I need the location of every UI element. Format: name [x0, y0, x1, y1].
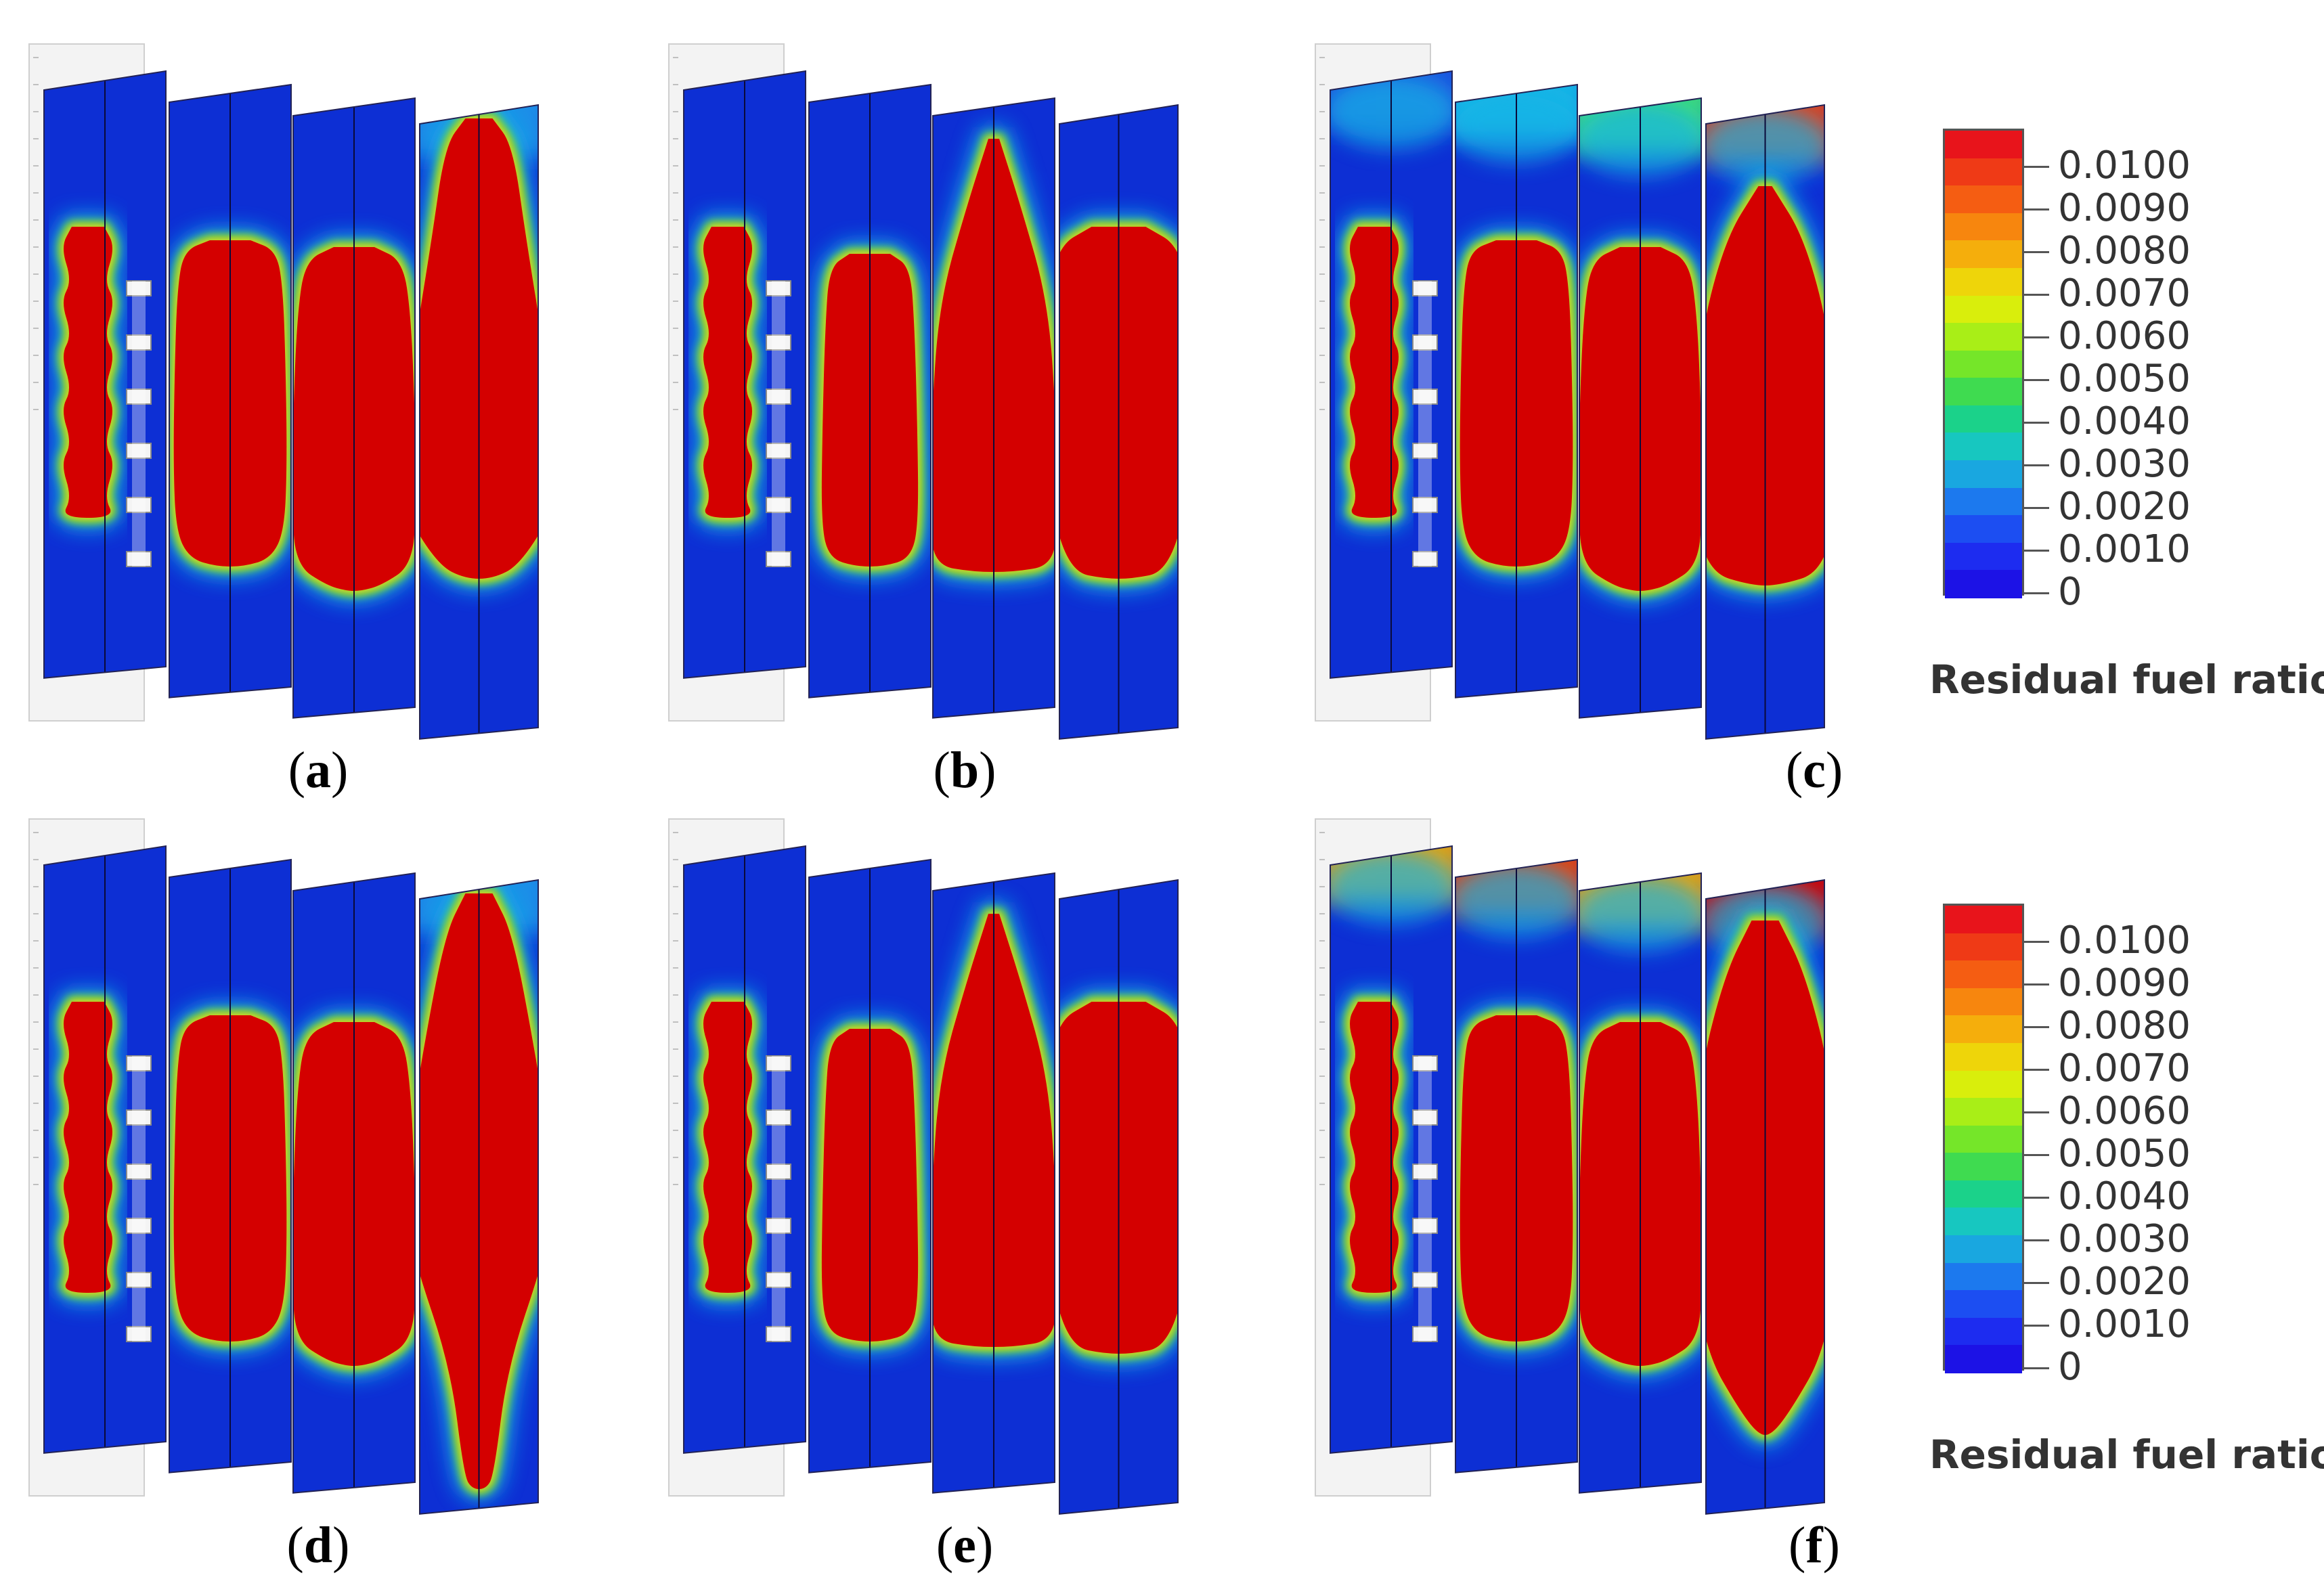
- colorbar-band: [1945, 213, 2022, 242]
- colorbar-tick-mark: [2022, 1325, 2049, 1327]
- colorbar-band: [1945, 131, 2022, 159]
- colorbar-tick-label: 0.0070: [2058, 1046, 2191, 1090]
- colorbar-band: [1945, 295, 2022, 324]
- colorbar-tick-mark: [2022, 1069, 2049, 1071]
- legend-title: Residual fuel ratio: [1929, 657, 2324, 703]
- colorbar-band: [1945, 1125, 2022, 1154]
- colorbar-band: [1945, 240, 2022, 269]
- colorbar-band: [1945, 185, 2022, 214]
- caption-d: (d): [286, 1517, 350, 1574]
- colorbar-band: [1945, 267, 2022, 296]
- colorbar-tick-mark: [2022, 941, 2049, 943]
- colorbar-band: [1945, 1345, 2022, 1373]
- colorbar-tick-label: 0.0090: [2058, 186, 2191, 230]
- colorbar-band: [1945, 1262, 2022, 1291]
- panel-a: [28, 43, 539, 740]
- colorbar-tick-label: 0.0060: [2058, 1089, 2191, 1133]
- colorbar-tick-mark: [2022, 1367, 2049, 1369]
- colorbar-tick-label: 0.0060: [2058, 314, 2191, 358]
- colorbar-band: [1945, 460, 2022, 489]
- colorbar-tick-mark: [2022, 208, 2049, 211]
- colorbar-band: [1945, 433, 2022, 462]
- colorbar-tick-mark: [2022, 1239, 2049, 1241]
- colorbar-tick-label: 0.0080: [2058, 229, 2191, 273]
- colorbar-tick-mark: [2022, 592, 2049, 594]
- colorbar-tick-label: 0.0050: [2058, 1132, 2191, 1176]
- colorbar-tick-label: 0.0080: [2058, 1004, 2191, 1048]
- colorbar-band: [1945, 1290, 2022, 1319]
- colorbar-tick-label: 0.0010: [2058, 527, 2191, 571]
- colorbar-tick-label: 0.0010: [2058, 1302, 2191, 1346]
- colorbar-tick-label: 0.0090: [2058, 961, 2191, 1005]
- colorbar-tick-mark: [2022, 251, 2049, 253]
- colorbar: [1943, 129, 2024, 598]
- colorbar-band: [1945, 515, 2022, 544]
- colorbar-tick-label: 0.0030: [2058, 442, 2191, 486]
- colorbar-tick-label: 0.0020: [2058, 485, 2191, 529]
- colorbar-band: [1945, 570, 2022, 598]
- colorbar-tick-label: 0.0070: [2058, 271, 2191, 315]
- caption-a: (a): [288, 742, 349, 799]
- panel-e: [668, 818, 1179, 1515]
- colorbar-band: [1945, 906, 2022, 934]
- colorbar-band: [1945, 158, 2022, 187]
- colorbar-tick-label: 0: [2058, 1345, 2082, 1389]
- colorbar-tick-label: 0: [2058, 570, 2082, 614]
- colorbar-tick-label: 0.0040: [2058, 1174, 2191, 1218]
- colorbar-tick-mark: [2022, 294, 2049, 296]
- colorbar-tick-label: 0.0040: [2058, 399, 2191, 443]
- colorbar-tick-mark: [2022, 983, 2049, 986]
- colorbar-band: [1945, 1153, 2022, 1181]
- panel-f: [1315, 818, 1825, 1515]
- legend-title: Residual fuel ratio: [1929, 1432, 2324, 1478]
- colorbar-band: [1945, 350, 2022, 379]
- colorbar-band: [1945, 542, 2022, 571]
- caption-b: (b): [933, 742, 996, 799]
- colorbar-band: [1945, 1235, 2022, 1264]
- colorbar-band: [1945, 323, 2022, 351]
- colorbar-tick-label: 0.0020: [2058, 1260, 2191, 1304]
- colorbar-tick-mark: [2022, 336, 2049, 338]
- caption-c: (c): [1785, 742, 1843, 799]
- colorbar-band: [1945, 1015, 2022, 1044]
- colorbar-band: [1945, 1180, 2022, 1209]
- colorbar-band: [1945, 1042, 2022, 1071]
- colorbar-tick-label: 0.0100: [2058, 143, 2191, 187]
- caption-f: (f): [1789, 1517, 1840, 1574]
- colorbar: [1943, 904, 2024, 1373]
- colorbar-tick-mark: [2022, 464, 2049, 466]
- colorbar-band: [1945, 1317, 2022, 1346]
- colorbar-tick-label: 0.0030: [2058, 1217, 2191, 1261]
- colorbar-tick-label: 0.0050: [2058, 357, 2191, 401]
- colorbar-band: [1945, 487, 2022, 516]
- colorbar-tick-mark: [2022, 1111, 2049, 1113]
- colorbar-tick-mark: [2022, 1154, 2049, 1156]
- colorbar-band: [1945, 1208, 2022, 1237]
- colorbar-band: [1945, 1098, 2022, 1126]
- colorbar-band: [1945, 988, 2022, 1017]
- panel-c: [1315, 43, 1825, 740]
- colorbar-band: [1945, 933, 2022, 962]
- panel-b: [668, 43, 1179, 740]
- colorbar-tick-mark: [2022, 422, 2049, 424]
- panel-d: [28, 818, 539, 1515]
- colorbar-band: [1945, 405, 2022, 434]
- colorbar-tick-mark: [2022, 1197, 2049, 1199]
- caption-e: (e): [936, 1517, 994, 1574]
- colorbar-band: [1945, 1070, 2022, 1099]
- colorbar-tick-mark: [2022, 1026, 2049, 1028]
- colorbar-tick-label: 0.0100: [2058, 918, 2191, 962]
- colorbar-band: [1945, 960, 2022, 989]
- colorbar-tick-mark: [2022, 166, 2049, 168]
- colorbar-tick-mark: [2022, 379, 2049, 381]
- colorbar-band: [1945, 378, 2022, 406]
- colorbar-tick-mark: [2022, 507, 2049, 509]
- colorbar-tick-mark: [2022, 1282, 2049, 1284]
- colorbar-tick-mark: [2022, 550, 2049, 552]
